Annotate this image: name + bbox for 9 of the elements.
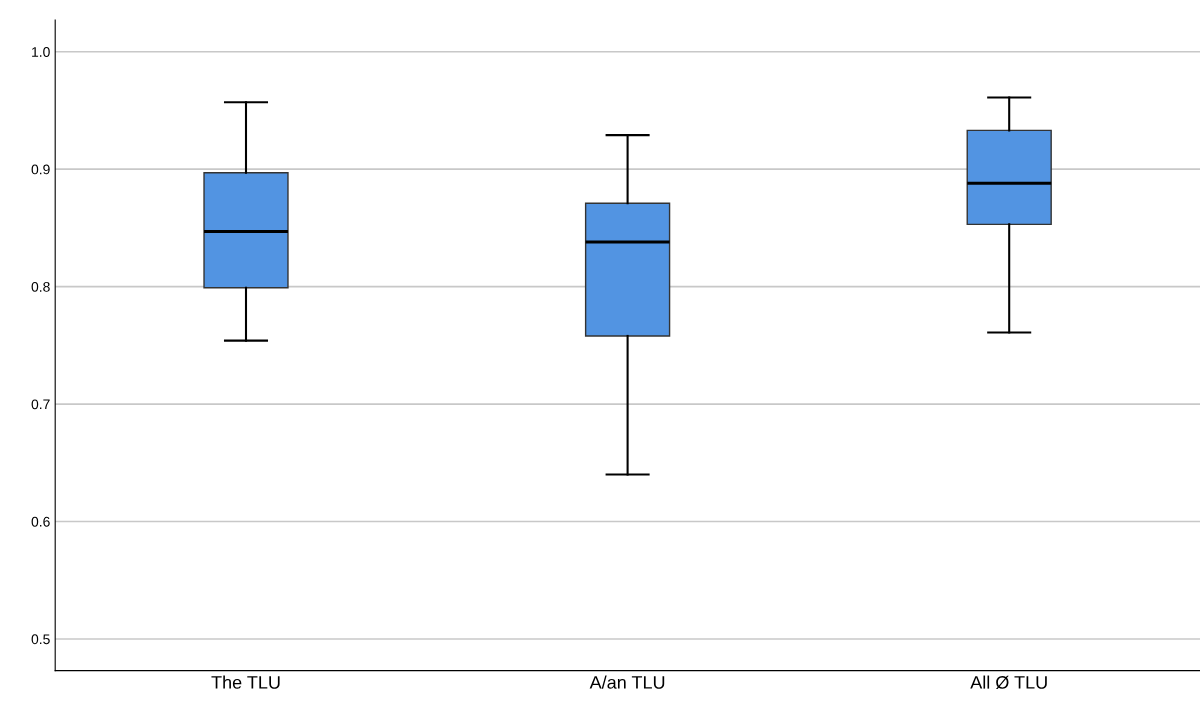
y-tick-label: 0.8 <box>31 281 50 292</box>
y-tick-label: 0.5 <box>31 634 50 645</box>
y-tick-label: 0.6 <box>31 516 50 527</box>
x-tick-label: The TLU <box>211 675 280 689</box>
y-tick-label: 1.0 <box>32 47 50 57</box>
x-tick-label: A/an TLU <box>589 675 665 689</box>
y-tick-label: 0.7 <box>31 399 50 410</box>
y-tick-label: 0.9 <box>31 164 50 175</box>
x-tick-label: All Ø TLU <box>970 675 1047 690</box>
